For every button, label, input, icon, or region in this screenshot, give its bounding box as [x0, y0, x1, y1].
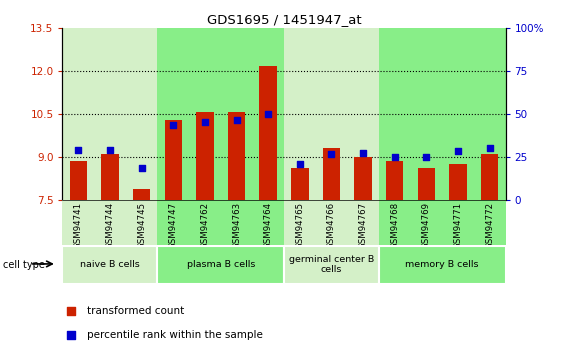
Bar — [284, 246, 379, 284]
Bar — [62, 246, 157, 284]
Text: GSM94763: GSM94763 — [232, 202, 241, 249]
Bar — [196, 112, 214, 200]
Bar — [157, 200, 284, 245]
Text: GSM94765: GSM94765 — [295, 202, 304, 249]
Text: cell type: cell type — [3, 260, 45, 270]
Text: percentile rank within the sample: percentile rank within the sample — [87, 330, 263, 339]
Point — [169, 122, 178, 128]
Text: GSM94762: GSM94762 — [201, 202, 210, 249]
Bar — [133, 189, 151, 200]
Point — [137, 166, 146, 171]
Title: GDS1695 / 1451947_at: GDS1695 / 1451947_at — [207, 13, 361, 27]
Text: plasma B cells: plasma B cells — [186, 260, 255, 269]
Text: naive B cells: naive B cells — [80, 260, 140, 269]
Point — [264, 111, 273, 117]
Text: GSM94771: GSM94771 — [454, 202, 462, 249]
Point — [201, 120, 210, 125]
Bar — [62, 28, 157, 200]
Bar — [70, 161, 87, 200]
Bar — [157, 28, 284, 200]
Point — [106, 147, 115, 152]
Text: germinal center B
cells: germinal center B cells — [289, 255, 374, 275]
Bar — [449, 164, 467, 200]
Text: transformed count: transformed count — [87, 306, 184, 316]
Text: GSM94766: GSM94766 — [327, 202, 336, 249]
Point — [485, 146, 494, 151]
Text: GSM94764: GSM94764 — [264, 202, 273, 249]
Point — [360, 11, 369, 16]
Point — [232, 117, 241, 122]
Bar — [379, 246, 506, 284]
Bar — [291, 168, 308, 200]
Text: GSM94747: GSM94747 — [169, 202, 178, 249]
Point — [453, 148, 462, 154]
Bar — [284, 28, 379, 200]
Text: GSM94767: GSM94767 — [358, 202, 367, 249]
Point — [327, 151, 336, 157]
Point — [74, 147, 83, 152]
Text: GSM94769: GSM94769 — [422, 202, 431, 249]
Bar — [62, 200, 157, 245]
Bar — [228, 112, 245, 200]
Text: memory B cells: memory B cells — [406, 260, 479, 269]
Text: GSM94744: GSM94744 — [106, 202, 114, 249]
Text: GSM94745: GSM94745 — [137, 202, 146, 249]
Bar — [481, 154, 498, 200]
Bar — [260, 66, 277, 200]
Bar — [379, 28, 506, 200]
Point — [390, 154, 399, 160]
Point — [358, 150, 367, 155]
Text: GSM94768: GSM94768 — [390, 202, 399, 249]
Bar — [379, 200, 506, 245]
Point — [360, 222, 369, 228]
Point — [422, 154, 431, 160]
Bar — [101, 154, 119, 200]
Point — [295, 161, 304, 167]
Bar — [386, 161, 403, 200]
Bar — [165, 120, 182, 200]
Bar — [417, 168, 435, 200]
Bar — [284, 200, 379, 245]
Bar — [323, 148, 340, 200]
Text: GSM94741: GSM94741 — [74, 202, 83, 249]
Text: GSM94772: GSM94772 — [485, 202, 494, 249]
Bar — [157, 246, 284, 284]
Bar — [354, 157, 372, 200]
